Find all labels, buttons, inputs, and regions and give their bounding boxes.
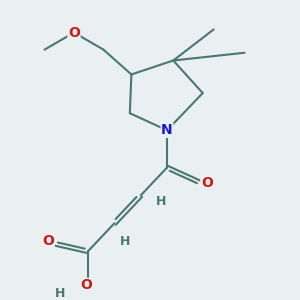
Text: O: O: [42, 234, 54, 248]
Text: O: O: [80, 278, 92, 292]
Text: O: O: [68, 26, 80, 40]
Text: H: H: [55, 287, 65, 300]
Text: H: H: [120, 236, 130, 248]
Text: H: H: [156, 195, 166, 208]
Text: O: O: [201, 176, 213, 190]
Text: N: N: [161, 123, 173, 137]
